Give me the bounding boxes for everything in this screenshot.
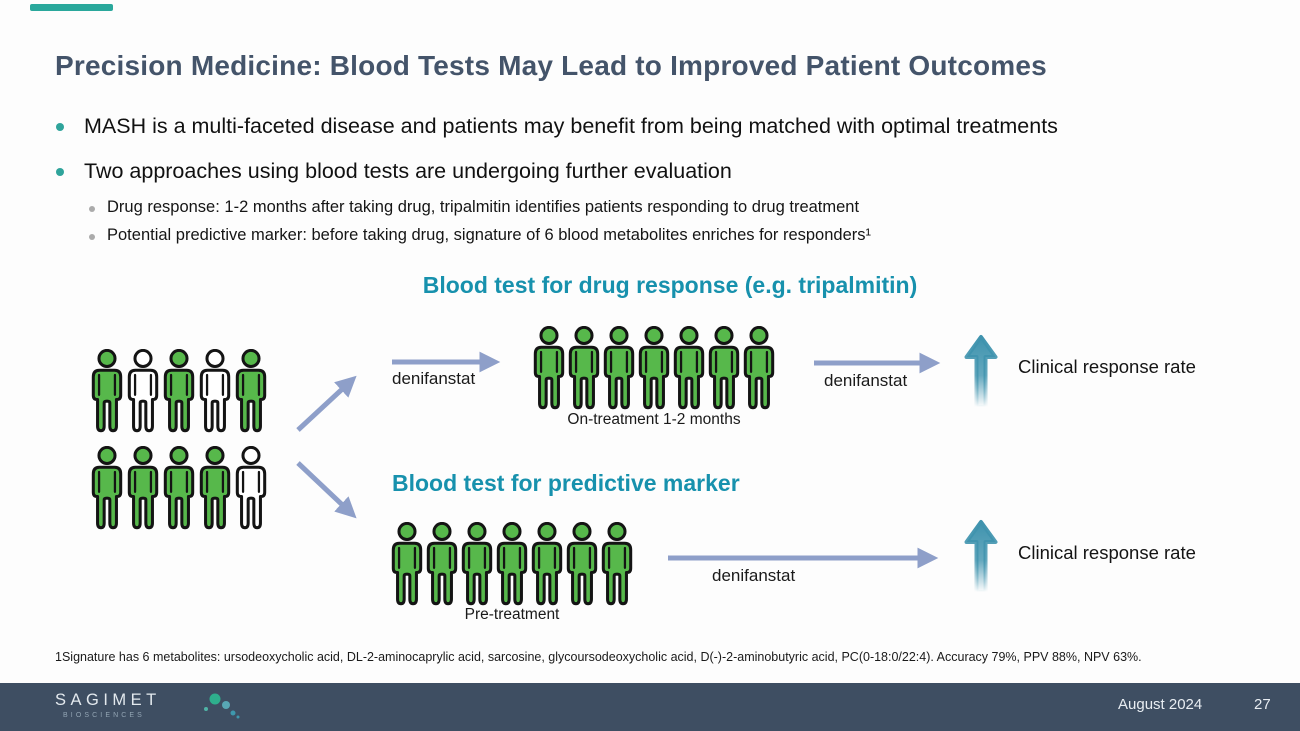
person-icon-green [234, 349, 268, 434]
bullet-item: MASH is a multi-faceted disease and pati… [56, 114, 1266, 139]
sub-bullet-item: Potential predictive marker: before taki… [89, 226, 1239, 245]
person-icon-green [162, 349, 196, 434]
denifanstat-label-2: denifanstat [824, 371, 908, 390]
bullet-text: Two approaches using blood tests are und… [84, 159, 732, 183]
person-icon-green [672, 326, 706, 411]
denifanstat-arrow-1 [392, 351, 501, 373]
increase-arrow-icon [964, 335, 998, 409]
patient-group-mixed-row2 [90, 446, 268, 531]
person-icon-green [90, 349, 124, 434]
denifanstat-arrow-3 [668, 547, 939, 569]
bullet-text: MASH is a multi-faceted disease and pati… [84, 114, 1058, 138]
clinical-response-rate-top: Clinical response rate [1018, 356, 1196, 377]
logo-text: SAGIMET [55, 691, 161, 709]
diagram-heading-predictive-marker: Blood test for predictive marker [392, 470, 740, 496]
footnote: 1Signature has 6 metabolites: ursodeoxyc… [55, 650, 1142, 664]
logo-subtext: BIOSCIENCES [63, 712, 145, 719]
slide-title: Precision Medicine: Blood Tests May Lead… [55, 50, 1047, 81]
sub-bullet-text: Drug response: 1-2 months after taking d… [107, 198, 860, 216]
sub-bullet-text: Potential predictive marker: before taki… [107, 226, 871, 244]
person-icon-green [198, 446, 232, 531]
patient-group-pre-treatment [390, 522, 634, 607]
patient-group-mixed-row1 [90, 349, 268, 434]
person-icon-green [126, 446, 160, 531]
diagram-heading-drug-response: Blood test for drug response (e.g. tripa… [422, 272, 918, 298]
bullet-dot [56, 168, 64, 176]
patient-group-on-treatment [532, 326, 776, 411]
clinical-response-rate-bottom: Clinical response rate [1018, 542, 1196, 563]
logo-dots-icon [204, 693, 240, 719]
person-icon-green [90, 446, 124, 531]
sagimet-logo: SAGIMET BIOSCIENCES [55, 691, 240, 719]
person-icon-green [530, 522, 564, 607]
denifanstat-label-3: denifanstat [712, 566, 796, 585]
person-icon-green [495, 522, 529, 607]
top-accent-bar [30, 4, 113, 11]
denifanstat-arrow-2 [814, 352, 941, 374]
footer-bar: SAGIMET BIOSCIENCES August 2024 27 [0, 683, 1300, 731]
person-icon-green [532, 326, 566, 411]
person-icon-white [198, 349, 232, 434]
pre-treatment-caption: Pre-treatment [464, 606, 560, 623]
person-icon-white [126, 349, 160, 434]
bullet-dot [56, 123, 64, 131]
person-icon-green [707, 326, 741, 411]
person-icon-green [425, 522, 459, 607]
person-icon-green [600, 522, 634, 607]
sub-bullet-dot [89, 206, 95, 212]
person-icon-green [390, 522, 424, 607]
split-arrows [296, 375, 357, 519]
person-icon-green [742, 326, 776, 411]
bullet-item: Two approaches using blood tests are und… [56, 159, 1266, 184]
person-icon-green [602, 326, 636, 411]
person-icon-green [637, 326, 671, 411]
person-icon-green [162, 446, 196, 531]
person-icon-green [567, 326, 601, 411]
person-icon-white [234, 446, 268, 531]
sub-bullet-item: Drug response: 1-2 months after taking d… [89, 198, 1239, 217]
denifanstat-label-1: denifanstat [392, 369, 476, 388]
person-icon-green [460, 522, 494, 607]
sub-bullet-dot [89, 234, 95, 240]
on-treatment-caption: On-treatment 1-2 months [567, 411, 741, 428]
increase-arrow-icon [964, 520, 998, 594]
page-number: 27 [1254, 696, 1271, 713]
footer-date: August 2024 [1118, 696, 1203, 713]
person-icon-green [565, 522, 599, 607]
